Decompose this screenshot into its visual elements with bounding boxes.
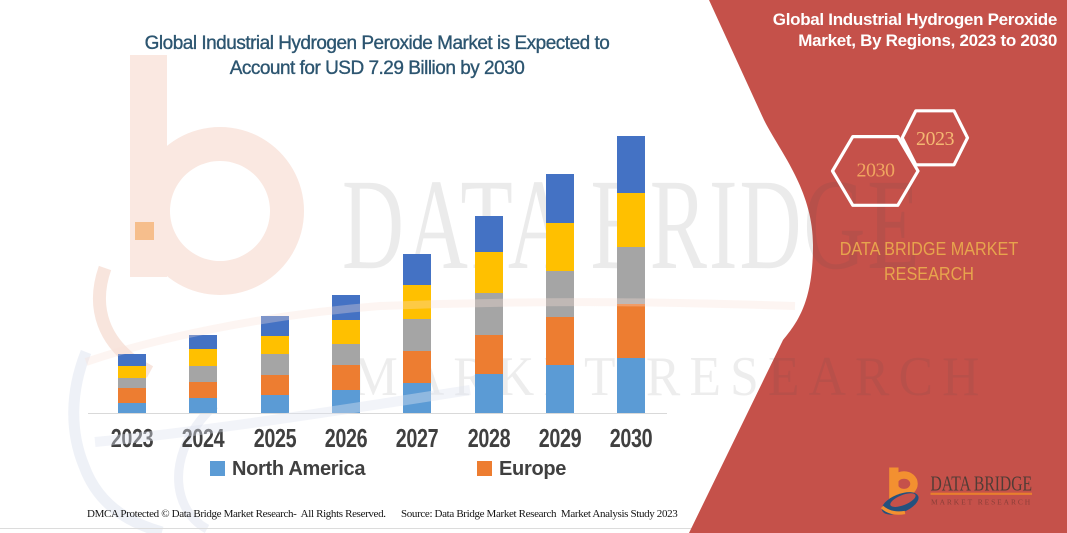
svg-text:DATA BRIDGE: DATA BRIDGE (931, 472, 1033, 496)
svg-text:2023: 2023 (916, 128, 955, 150)
svg-text:MARKET RESEARCH: MARKET RESEARCH (931, 498, 1032, 507)
svg-text:2030: 2030 (857, 160, 896, 182)
